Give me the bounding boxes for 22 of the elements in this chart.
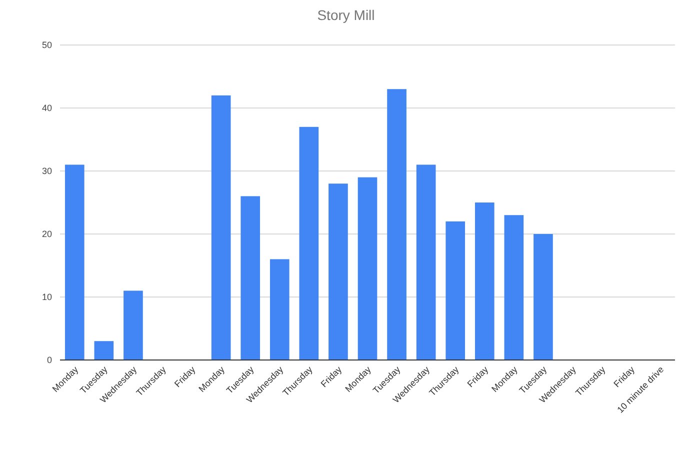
y-tick-label: 40 (42, 103, 52, 114)
bar (534, 234, 553, 360)
bar (211, 95, 231, 360)
bar (416, 164, 436, 360)
bar (64, 164, 84, 360)
y-tick-label: 0 (46, 355, 52, 366)
y-tick-label: 30 (42, 166, 52, 176)
bar (358, 177, 378, 360)
bar (328, 184, 348, 360)
bar (387, 89, 406, 360)
bar (474, 202, 494, 360)
bar (94, 341, 114, 360)
chart-title: Story Mill (317, 7, 375, 23)
y-tick-label: 50 (42, 40, 52, 50)
bar (504, 215, 524, 360)
bar (124, 290, 143, 360)
bar (240, 196, 260, 360)
y-tick-label: 20 (42, 229, 52, 240)
bar (270, 259, 290, 360)
bar (299, 126, 319, 360)
y-tick-label: 10 (42, 292, 52, 302)
bar (446, 221, 466, 360)
